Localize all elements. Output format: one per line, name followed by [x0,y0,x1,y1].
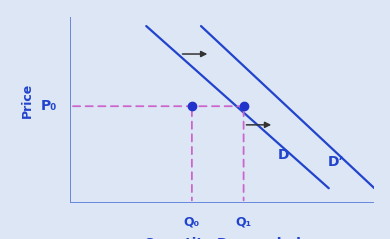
Text: D: D [277,148,289,162]
Text: Q₁: Q₁ [236,215,252,228]
Text: P₀: P₀ [41,99,57,113]
Text: D’: D’ [328,155,345,169]
Text: Quantity Demanded: Quantity Demanded [144,237,301,239]
Text: Q₀: Q₀ [184,215,200,228]
Text: Price: Price [21,83,34,118]
